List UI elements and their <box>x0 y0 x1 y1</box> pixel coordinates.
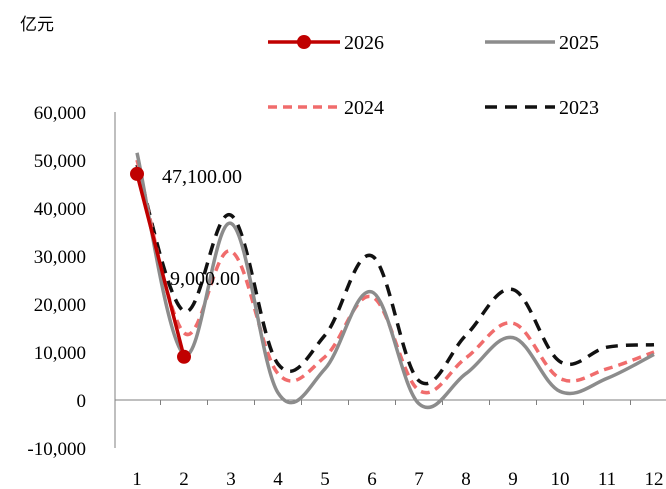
y-tick-labels: 60,000 50,000 40,000 30,000 20,000 10,00… <box>27 103 86 460</box>
x-axis-ticks <box>160 400 631 405</box>
y-tick-label: 60,000 <box>34 103 86 124</box>
series-marker-2026 <box>130 166 144 181</box>
x-tick-label: 1 <box>132 469 142 489</box>
legend-item-2023: 2023 <box>485 97 599 119</box>
y-tick-label: 0 <box>77 391 87 412</box>
x-tick-label: 4 <box>273 469 283 489</box>
x-tick-label: 8 <box>461 469 471 489</box>
legend-marker-2026 <box>297 35 311 49</box>
legend-label-2024: 2024 <box>344 97 384 119</box>
legend-item-2026: 2026 <box>268 32 384 54</box>
y-tick-label: 20,000 <box>34 295 86 316</box>
legend-label-2026: 2026 <box>344 32 384 54</box>
x-tick-labels: 1 2 3 4 5 6 7 8 9 10 11 12 <box>132 469 663 489</box>
legend-item-2024: 2024 <box>268 97 384 119</box>
legend: 2026 2025 2024 2023 <box>268 32 599 119</box>
x-tick-label: 3 <box>226 469 236 489</box>
series-marker-2026 <box>177 349 191 364</box>
x-tick-label: 10 <box>551 469 570 489</box>
x-tick-label: 7 <box>414 469 424 489</box>
x-tick-label: 11 <box>598 469 616 489</box>
series-line-2026 <box>135 173 186 358</box>
x-tick-label: 5 <box>320 469 330 489</box>
unit-label: 亿元 <box>20 15 54 35</box>
legend-label-2025: 2025 <box>559 32 599 54</box>
y-tick-label: 10,000 <box>34 343 86 364</box>
x-tick-label: 6 <box>367 469 377 489</box>
y-tick-label: 40,000 <box>34 199 86 220</box>
series-line-2025 <box>135 152 655 410</box>
data-label-2026-2: 9,000.00 <box>170 268 240 290</box>
series-markers-2026 <box>130 166 191 364</box>
series-line-2023 <box>135 164 655 386</box>
y-tick-label: 50,000 <box>34 151 86 172</box>
x-tick-label: 9 <box>508 469 518 489</box>
legend-item-2025: 2025 <box>485 32 599 54</box>
x-tick-label: 12 <box>645 469 664 489</box>
y-tick-label: 30,000 <box>34 247 86 268</box>
data-label-2026-1: 47,100.00 <box>162 166 242 188</box>
x-tick-label: 2 <box>179 469 189 489</box>
legend-label-2023: 2023 <box>559 97 599 119</box>
plot-area <box>130 152 655 410</box>
y-tick-label: -10,000 <box>27 439 86 460</box>
data-labels: 47,100.00 9,000.00 <box>162 166 242 290</box>
